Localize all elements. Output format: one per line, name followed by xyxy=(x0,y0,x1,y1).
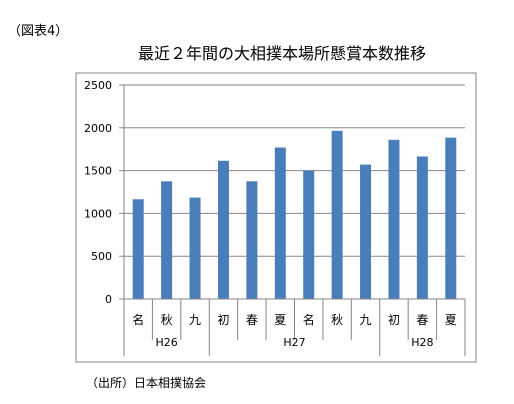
y-tick-label: 1500 xyxy=(84,165,112,178)
bar xyxy=(246,181,258,299)
y-tick-label: 2500 xyxy=(84,79,112,92)
x-group-label: H28 xyxy=(411,336,433,349)
source-note: （出所）日本相撲協会 xyxy=(86,376,207,390)
x-group-label: H27 xyxy=(283,336,305,349)
bars xyxy=(132,130,457,299)
bar xyxy=(445,137,457,299)
x-category-label: 春 xyxy=(246,313,258,327)
x-category-label: 九 xyxy=(189,313,201,327)
y-tick-label: 0 xyxy=(105,293,112,306)
chart-title: 最近２年間の大相撲本場所懸賞本数推移 xyxy=(138,44,426,63)
bar xyxy=(132,199,144,299)
x-category-label: 秋 xyxy=(331,313,343,327)
y-tick-label: 1000 xyxy=(84,207,112,220)
bar xyxy=(217,160,229,299)
y-tick-label: 500 xyxy=(91,250,112,263)
bar xyxy=(388,139,400,299)
bar xyxy=(161,181,173,299)
bar xyxy=(274,147,286,299)
bar xyxy=(331,130,343,299)
figure-label: （図表4） xyxy=(8,24,69,39)
x-category-label: 夏 xyxy=(445,313,457,327)
y-tick-labels: 0 500 1000 1500 2000 2500 xyxy=(84,79,112,306)
x-category-label: 秋 xyxy=(161,313,173,327)
bar xyxy=(416,156,428,299)
y-tick-label: 2000 xyxy=(84,122,112,135)
x-category-label: 九 xyxy=(360,313,372,327)
gridlines xyxy=(124,84,465,257)
x-category-label: 夏 xyxy=(274,313,286,327)
bar xyxy=(303,170,315,299)
x-category-label: 名 xyxy=(132,312,144,327)
x-category-label: 名 xyxy=(303,312,315,327)
x-category-label: 春 xyxy=(416,313,428,327)
x-group-label: H26 xyxy=(155,336,177,349)
x-axis: 名 秋 九 初 春 夏 名 秋 九 初 春 夏 H26 H27 H28 xyxy=(119,84,466,356)
chart-frame xyxy=(75,72,477,363)
x-category-label: 初 xyxy=(388,313,400,327)
bar xyxy=(360,164,372,299)
x-category-label: 初 xyxy=(217,313,229,327)
bar xyxy=(189,197,201,299)
